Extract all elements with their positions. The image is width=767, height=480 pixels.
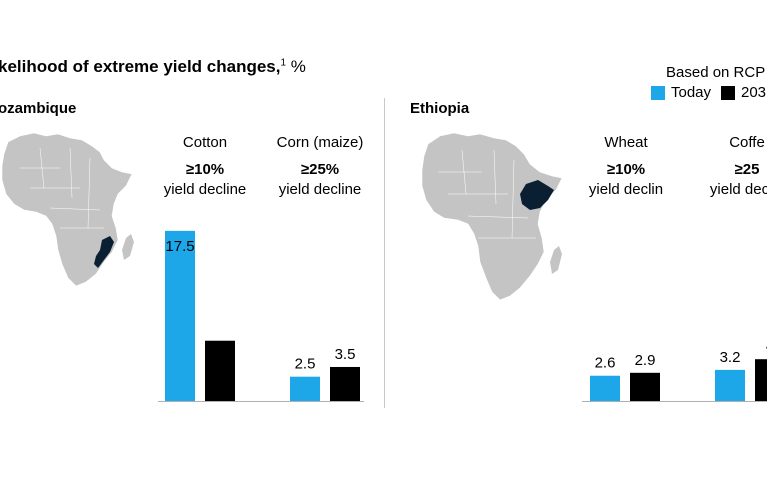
value-label-0-0-1: 6.2 (210, 348, 231, 365)
legend-swatch-today (651, 85, 665, 100)
metric-label-corn: yield decline (278, 181, 362, 198)
category-label-wheat: Wheat (604, 134, 648, 151)
bar-1-0-0 (590, 375, 620, 401)
bar-0-0-1 (205, 340, 235, 401)
madagascar (550, 246, 562, 274)
unit-label: % (290, 57, 306, 76)
africa-outline (1, 132, 133, 287)
footnote-marker: 1 (280, 57, 287, 69)
madagascar (122, 234, 134, 260)
africa-outline (421, 132, 563, 301)
legend-label-203: 203 (741, 84, 767, 101)
legend-title: Based on RCP (666, 64, 766, 81)
threshold-label-wheat: ≥10% (606, 161, 646, 178)
value-label-0-0-0: 17.5 (165, 238, 194, 255)
threshold-label-cotton: ≥10% (185, 161, 225, 178)
legend-item-203: 203 (721, 84, 766, 101)
threshold-label-coffee: ≥25 (734, 161, 760, 178)
category-label-coffee: Coffe (729, 134, 765, 151)
metric-label-wheat: yield declin (588, 181, 664, 198)
chart-title: kelihood of extreme yield changes,1 % (0, 57, 306, 76)
value-label-1-1-1: 4 (766, 338, 767, 355)
category-label-cotton: Cotton (182, 134, 228, 151)
metric-label-coffee: yield declin (709, 181, 767, 198)
africa-map-ethiopia (421, 132, 563, 301)
category-label-corn: Corn (maize) (276, 134, 364, 151)
bar-0-1-1 (330, 366, 360, 401)
metric-label-cotton: yield decline (163, 181, 247, 198)
legend-label-today: Today (671, 84, 712, 101)
africa-map-mozambique (1, 132, 134, 287)
bar-1-0-1 (630, 372, 660, 401)
mozambique-highlight (94, 236, 114, 268)
value-label-0-1-0: 2.5 (295, 356, 316, 373)
legend-item-today: Today (651, 84, 711, 101)
value-label-1-1-0: 3.2 (720, 349, 741, 366)
ethiopia-highlight (520, 180, 554, 210)
value-label-1-0-0: 2.6 (595, 355, 616, 372)
bar-1-1-1 (755, 359, 767, 401)
threshold-label-corn: ≥25% (300, 161, 340, 178)
bar-0-1-0 (290, 376, 320, 401)
value-label-0-1-1: 3.5 (335, 346, 356, 363)
value-label-1-0-1: 2.9 (635, 352, 656, 369)
panel-divider (384, 98, 385, 408)
bar-1-1-0 (715, 369, 745, 401)
legend-swatch-203 (721, 85, 735, 100)
bar-0-0-0 (165, 230, 195, 401)
panel-title-mozambique: ozambique (0, 100, 77, 117)
panel-title-ethiopia: Ethiopia (410, 100, 470, 117)
